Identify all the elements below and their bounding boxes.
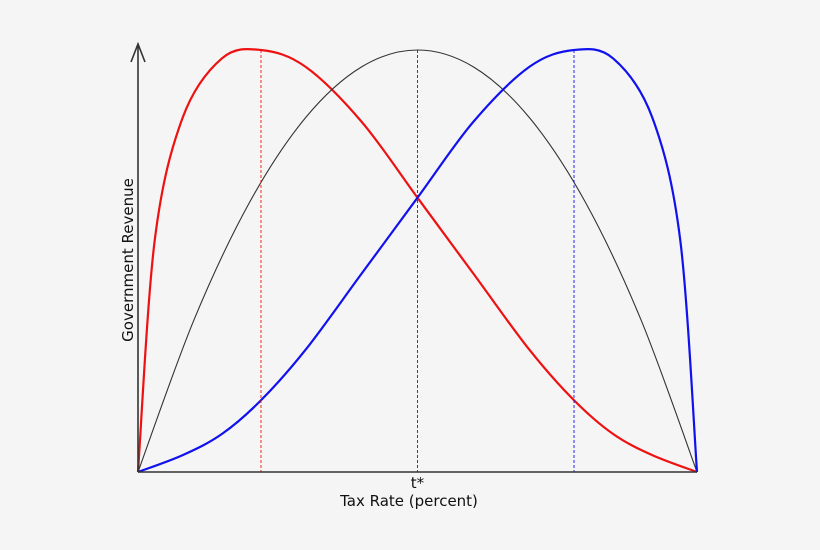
x-axis-label: Tax Rate (percent)	[339, 492, 478, 510]
series-line-3	[137, 47, 699, 474]
series-line-1	[136, 47, 698, 474]
y-axis-arrowhead	[130, 41, 146, 63]
x-tick-labels: t*	[411, 474, 425, 492]
peak-guides	[260, 50, 575, 472]
y-axis-label: Government Revenue	[119, 178, 137, 342]
x-tick-label-1: t*	[411, 474, 425, 492]
